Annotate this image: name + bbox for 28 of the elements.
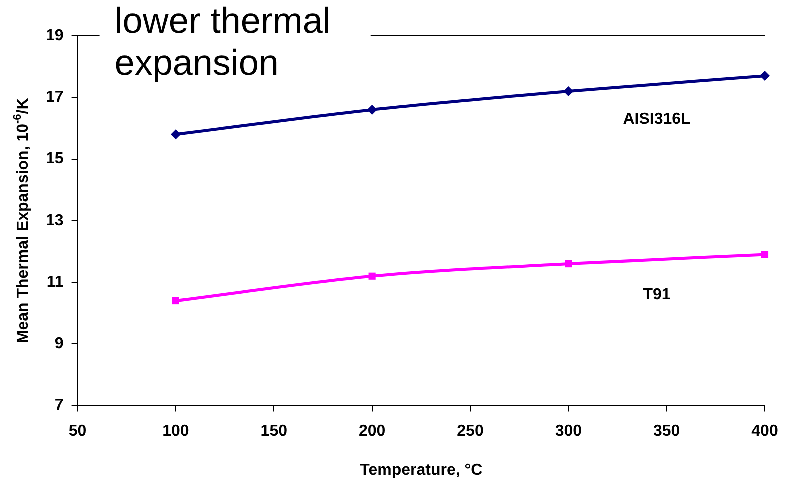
chart-title: lower thermal expansion bbox=[114, 0, 331, 83]
x-axis-title: Temperature, °C bbox=[360, 462, 484, 479]
series-label: T91 bbox=[643, 286, 671, 304]
x-tick-label: 350 bbox=[653, 422, 680, 440]
x-tick-label: 150 bbox=[260, 422, 288, 440]
point bbox=[760, 71, 770, 82]
point bbox=[172, 297, 180, 305]
point bbox=[761, 251, 769, 258]
y-tick-label: 11 bbox=[46, 274, 64, 291]
point bbox=[368, 272, 376, 280]
x-tick-label: 400 bbox=[752, 422, 778, 440]
y-tick-label: 13 bbox=[46, 212, 64, 230]
y-axis-title: Mean Thermal Expansion, 10-6/K bbox=[12, 98, 32, 344]
x-tick-label: 50 bbox=[68, 422, 87, 440]
y-tick-label: 15 bbox=[46, 150, 64, 168]
series-label: AISI316L bbox=[623, 110, 692, 128]
point bbox=[367, 104, 378, 115]
x-tick-label: 300 bbox=[555, 422, 582, 440]
y-tick-label: 7 bbox=[54, 397, 64, 414]
y-tick-label: 17 bbox=[46, 89, 64, 106]
y-tick-label: 19 bbox=[46, 27, 64, 44]
x-tick-label: 100 bbox=[162, 422, 190, 440]
x-tick-label: 200 bbox=[358, 422, 386, 440]
y-tick-label: 9 bbox=[54, 336, 64, 353]
point bbox=[564, 86, 574, 96]
point bbox=[170, 130, 181, 140]
point bbox=[565, 260, 572, 268]
x-tick-label: 250 bbox=[457, 422, 484, 440]
